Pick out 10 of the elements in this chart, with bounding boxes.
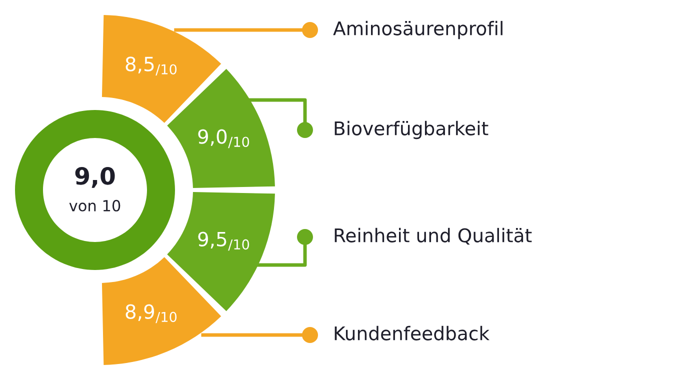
category-label: Bioverfügbarkeit: [334, 120, 488, 140]
data-label: 9,0$_{/10}$: [198, 129, 250, 148]
category-label: Aminosäurenprofil: [333, 20, 502, 40]
category-label: Reinheit und Qualität: [334, 228, 532, 245]
text: von 10: [69, 200, 120, 212]
category-label: Kundenfeedback: [334, 326, 490, 340]
data-label: 9,5$_{/10}$: [198, 232, 250, 251]
data-label: 8,9$_{/10}$: [126, 304, 177, 324]
data-label: 8,5$_{/10}$: [126, 56, 177, 76]
text: 9,0: [75, 166, 115, 188]
